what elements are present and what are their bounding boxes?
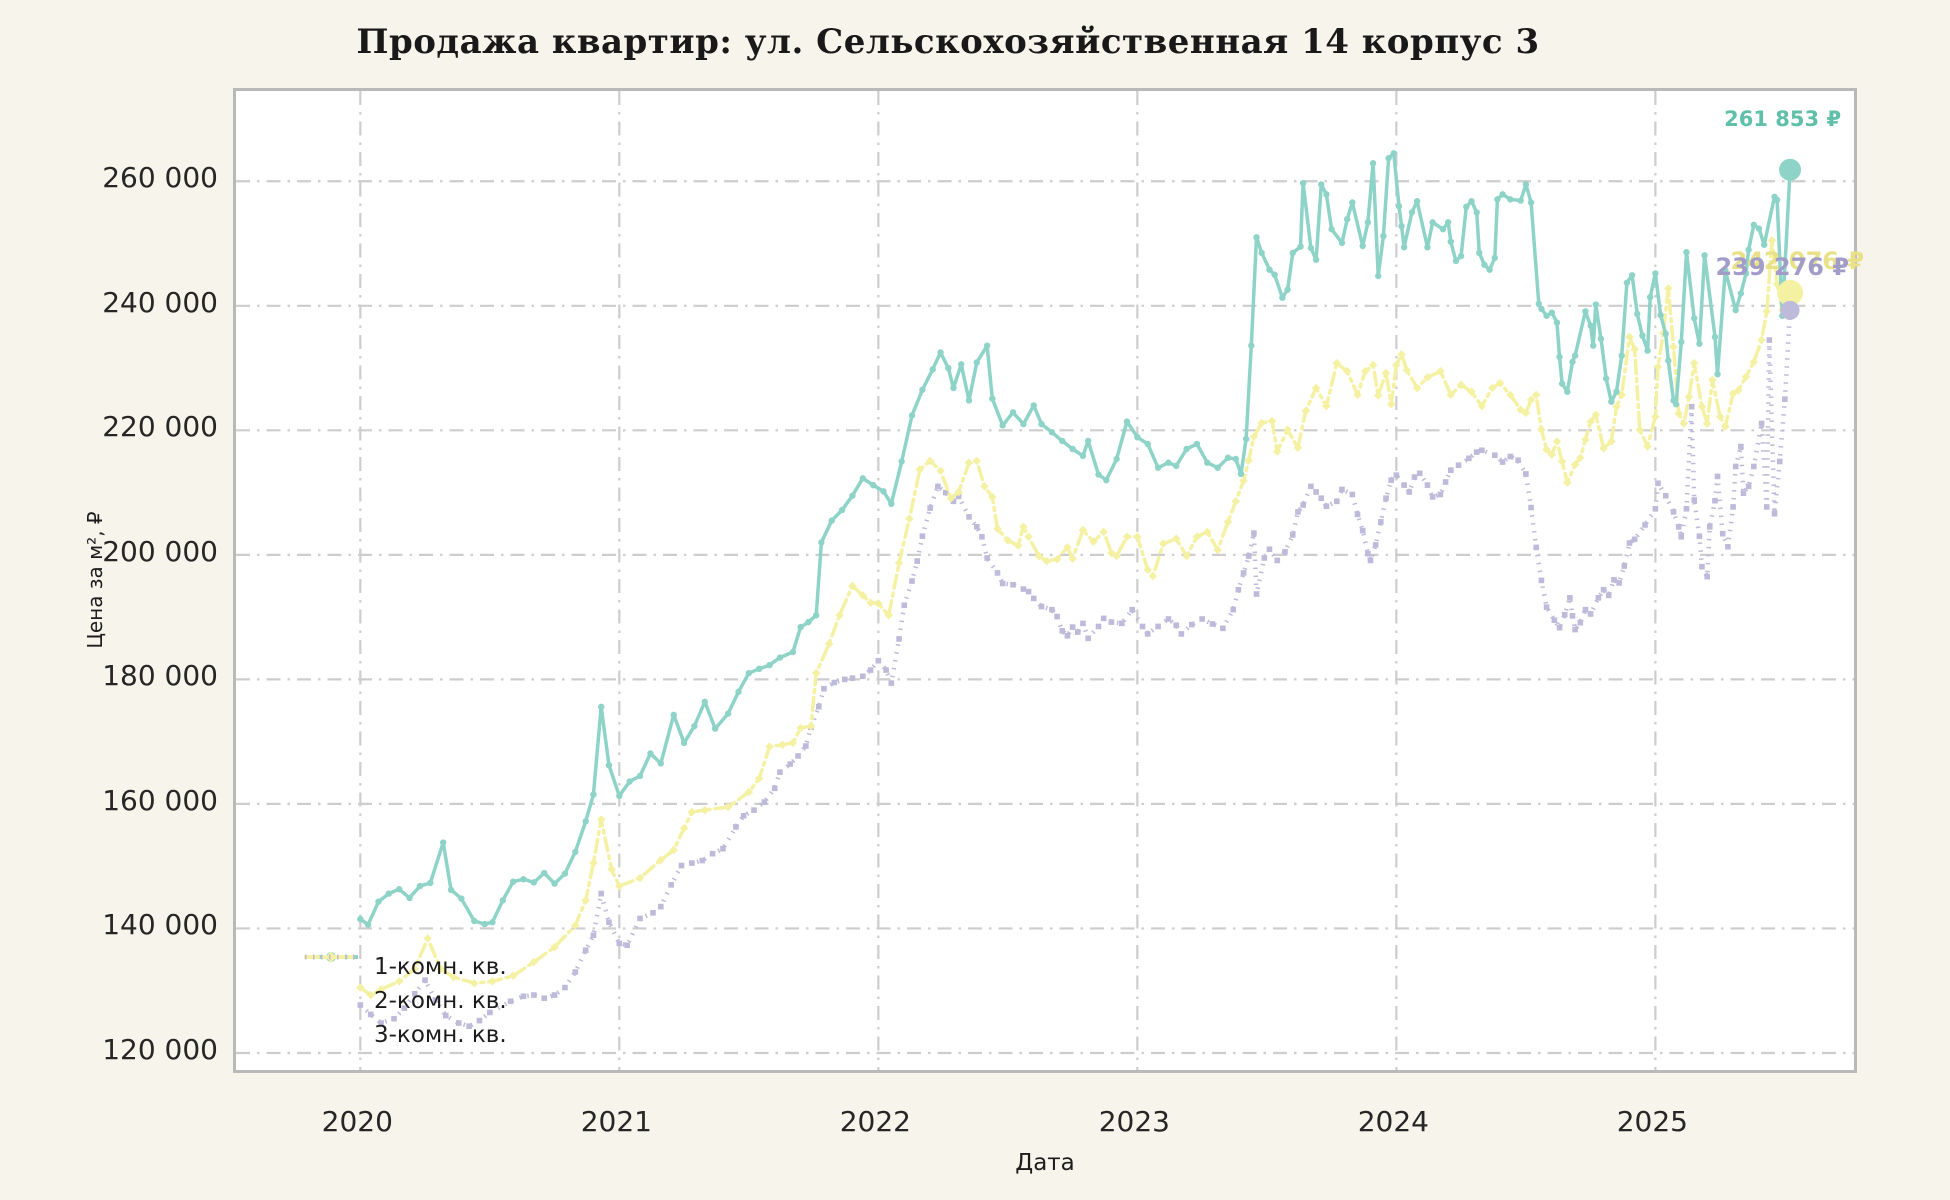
chart-title: Продажа квартир: ул. Сельскохозяйственна… <box>356 22 1540 62</box>
end-label-3room: 239 276 ₽ <box>1715 253 1850 282</box>
end-label-1room: 261 853 ₽ <box>1724 106 1842 131</box>
y-tick-label: 160 000 <box>102 783 218 817</box>
y-axis-label: Цена за м², ₽ <box>83 511 107 649</box>
y-tick-label: 240 000 <box>102 285 218 319</box>
legend-label-1room: 1-комн. кв. <box>374 954 507 980</box>
y-tick-label: 220 000 <box>102 410 218 444</box>
x-tick-label: 2023 <box>1098 1105 1170 1138</box>
x-tick-label: 2022 <box>839 1105 911 1138</box>
y-tick-label: 200 000 <box>102 534 218 568</box>
plot-area: 242 076 ₽ 239 276 ₽ 261 853 ₽ 1-комн. кв… <box>233 88 1864 1073</box>
y-tick-label: 180 000 <box>102 659 218 693</box>
y-tick-label: 260 000 <box>102 161 218 195</box>
legend: 1-комн. кв. 2-комн. кв. 3-комн. кв. <box>304 950 507 1052</box>
y-tick-label: 140 000 <box>102 908 218 942</box>
x-tick-label: 2021 <box>580 1105 652 1138</box>
x-tick-label: 2020 <box>321 1105 393 1138</box>
end-label-2room: 242 076 ₽ <box>1730 246 1865 275</box>
x-tick-label: 2025 <box>1616 1105 1688 1138</box>
chart-canvas <box>236 91 1854 1070</box>
x-tick-label: 2024 <box>1357 1105 1429 1138</box>
legend-item-2room: 2-комн. кв. <box>304 951 507 1018</box>
legend-swatch-2room-line-icon <box>304 951 358 1008</box>
x-axis-label: Дата <box>1015 1150 1075 1176</box>
legend-swatch-3room-line-icon <box>304 954 358 1042</box>
legend-label-2room: 2-комн. кв. <box>374 988 507 1014</box>
y-tick-label: 120 000 <box>102 1032 218 1066</box>
legend-item-3room: 3-комн. кв. <box>304 954 507 1052</box>
legend-label-3room: 3-комн. кв. <box>374 1022 507 1048</box>
